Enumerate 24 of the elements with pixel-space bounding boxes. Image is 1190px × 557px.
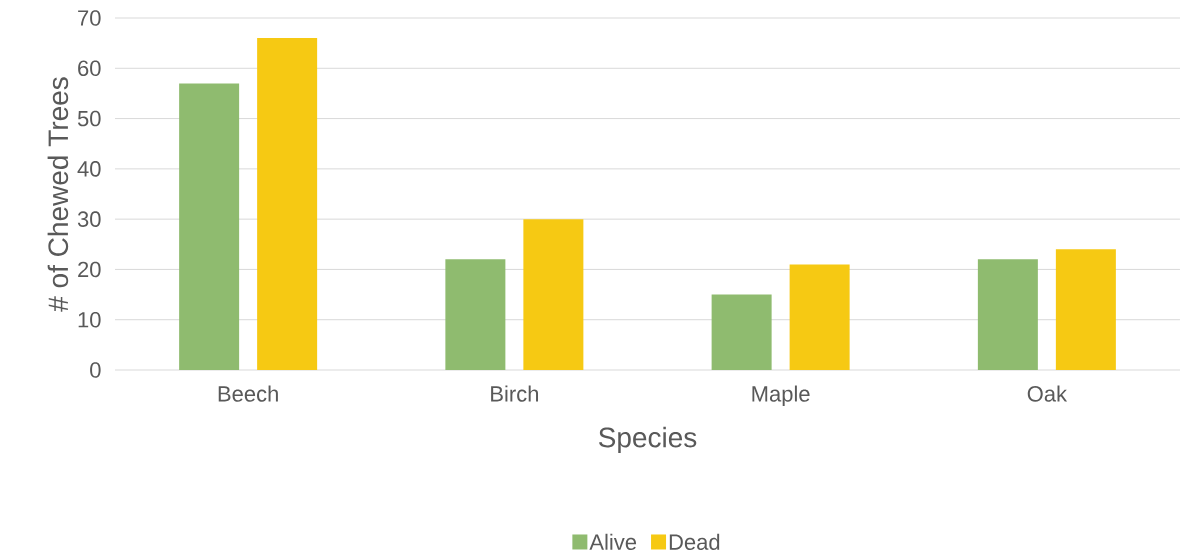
bar [789, 264, 850, 370]
y-tick-label: 0 [90, 362, 101, 378]
x-tick-label: Maple [752, 385, 810, 407]
x-tick-label: Oak [1027, 385, 1068, 402]
y-tick-label: 30 [77, 211, 101, 227]
x-axis-title: Species [598, 426, 697, 453]
bar [711, 294, 772, 370]
bar [445, 259, 506, 370]
x-tick-label: Birch [491, 385, 539, 402]
bar [977, 259, 1038, 370]
y-tick-label: 70 [78, 10, 101, 26]
x-tick-label: Beech [218, 385, 278, 402]
bar [1055, 249, 1116, 370]
y-tick-label: 10 [78, 311, 101, 328]
y-tick-label: 20 [78, 261, 101, 278]
legend-label: Dead [669, 533, 720, 550]
y-tick-label: 50 [77, 110, 101, 127]
y-axis-title: # of Chewed Trees [47, 77, 69, 312]
y-tick-label: 60 [78, 60, 101, 77]
y-tick-label: 40 [77, 161, 101, 177]
bar [179, 83, 240, 370]
bar [257, 38, 318, 370]
legend-label: Alive [589, 533, 637, 550]
bar [523, 219, 584, 370]
